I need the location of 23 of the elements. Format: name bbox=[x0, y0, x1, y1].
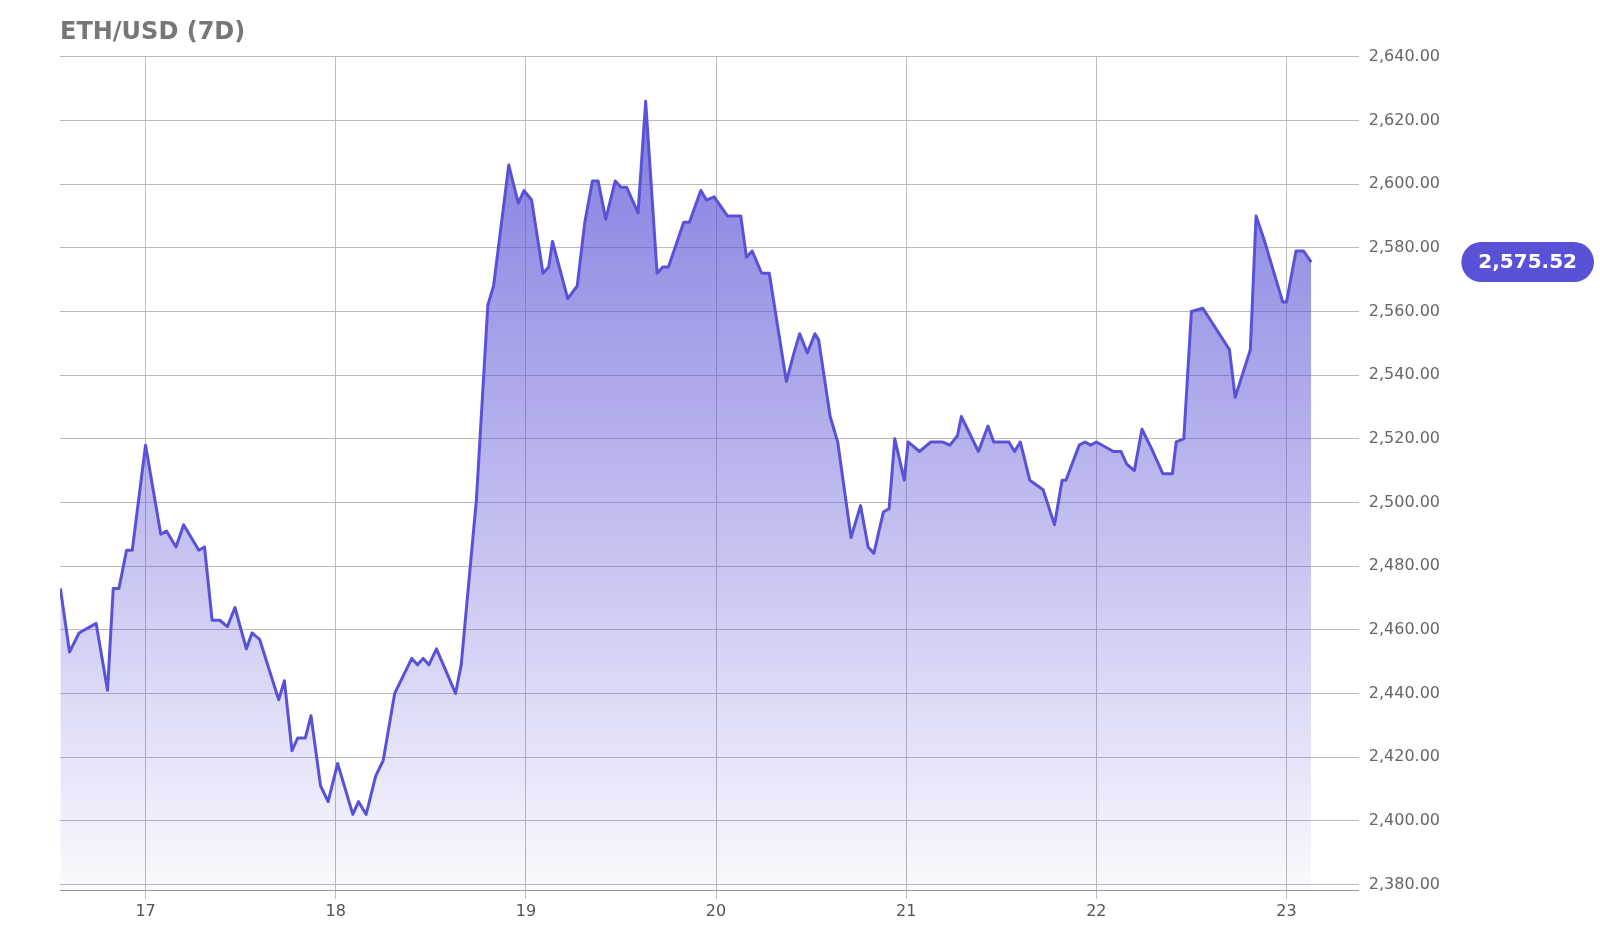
y-tick-label: 2,600.00 bbox=[1368, 173, 1440, 193]
x-tick-label: 23 bbox=[1276, 900, 1297, 920]
chart-title: ETH/USD (7D) bbox=[60, 16, 246, 45]
text: 2,575.52 bbox=[1478, 249, 1578, 274]
x-tick-label: 20 bbox=[705, 900, 727, 920]
x-tick-label: 22 bbox=[1086, 900, 1107, 920]
y-tick-label: 2,480.00 bbox=[1368, 555, 1440, 575]
y-tick-label: 2,460.00 bbox=[1368, 618, 1440, 638]
y-tick-label: 2,580.00 bbox=[1368, 236, 1440, 256]
y-tick-label: 2,620.00 bbox=[1368, 109, 1440, 129]
y-tick-label: 2,500.00 bbox=[1368, 491, 1440, 511]
y-tick-label: 2,400.00 bbox=[1368, 809, 1440, 829]
y-tick-label: 2,440.00 bbox=[1368, 682, 1440, 702]
y-tick-label: 2,380.00 bbox=[1368, 873, 1440, 893]
y-tick-label: 2,560.00 bbox=[1368, 300, 1440, 320]
x-tick-label: 17 bbox=[135, 900, 156, 920]
x-tick-label: 21 bbox=[896, 900, 917, 920]
y-tick-label: 2,520.00 bbox=[1368, 427, 1440, 447]
x-tick-label: 18 bbox=[325, 900, 346, 920]
y-tick-label: 2,640.00 bbox=[1368, 45, 1440, 65]
x-tick-label: 19 bbox=[515, 900, 537, 920]
y-tick-label: 2,540.00 bbox=[1368, 364, 1440, 384]
y-tick-label: 2,420.00 bbox=[1368, 746, 1440, 766]
